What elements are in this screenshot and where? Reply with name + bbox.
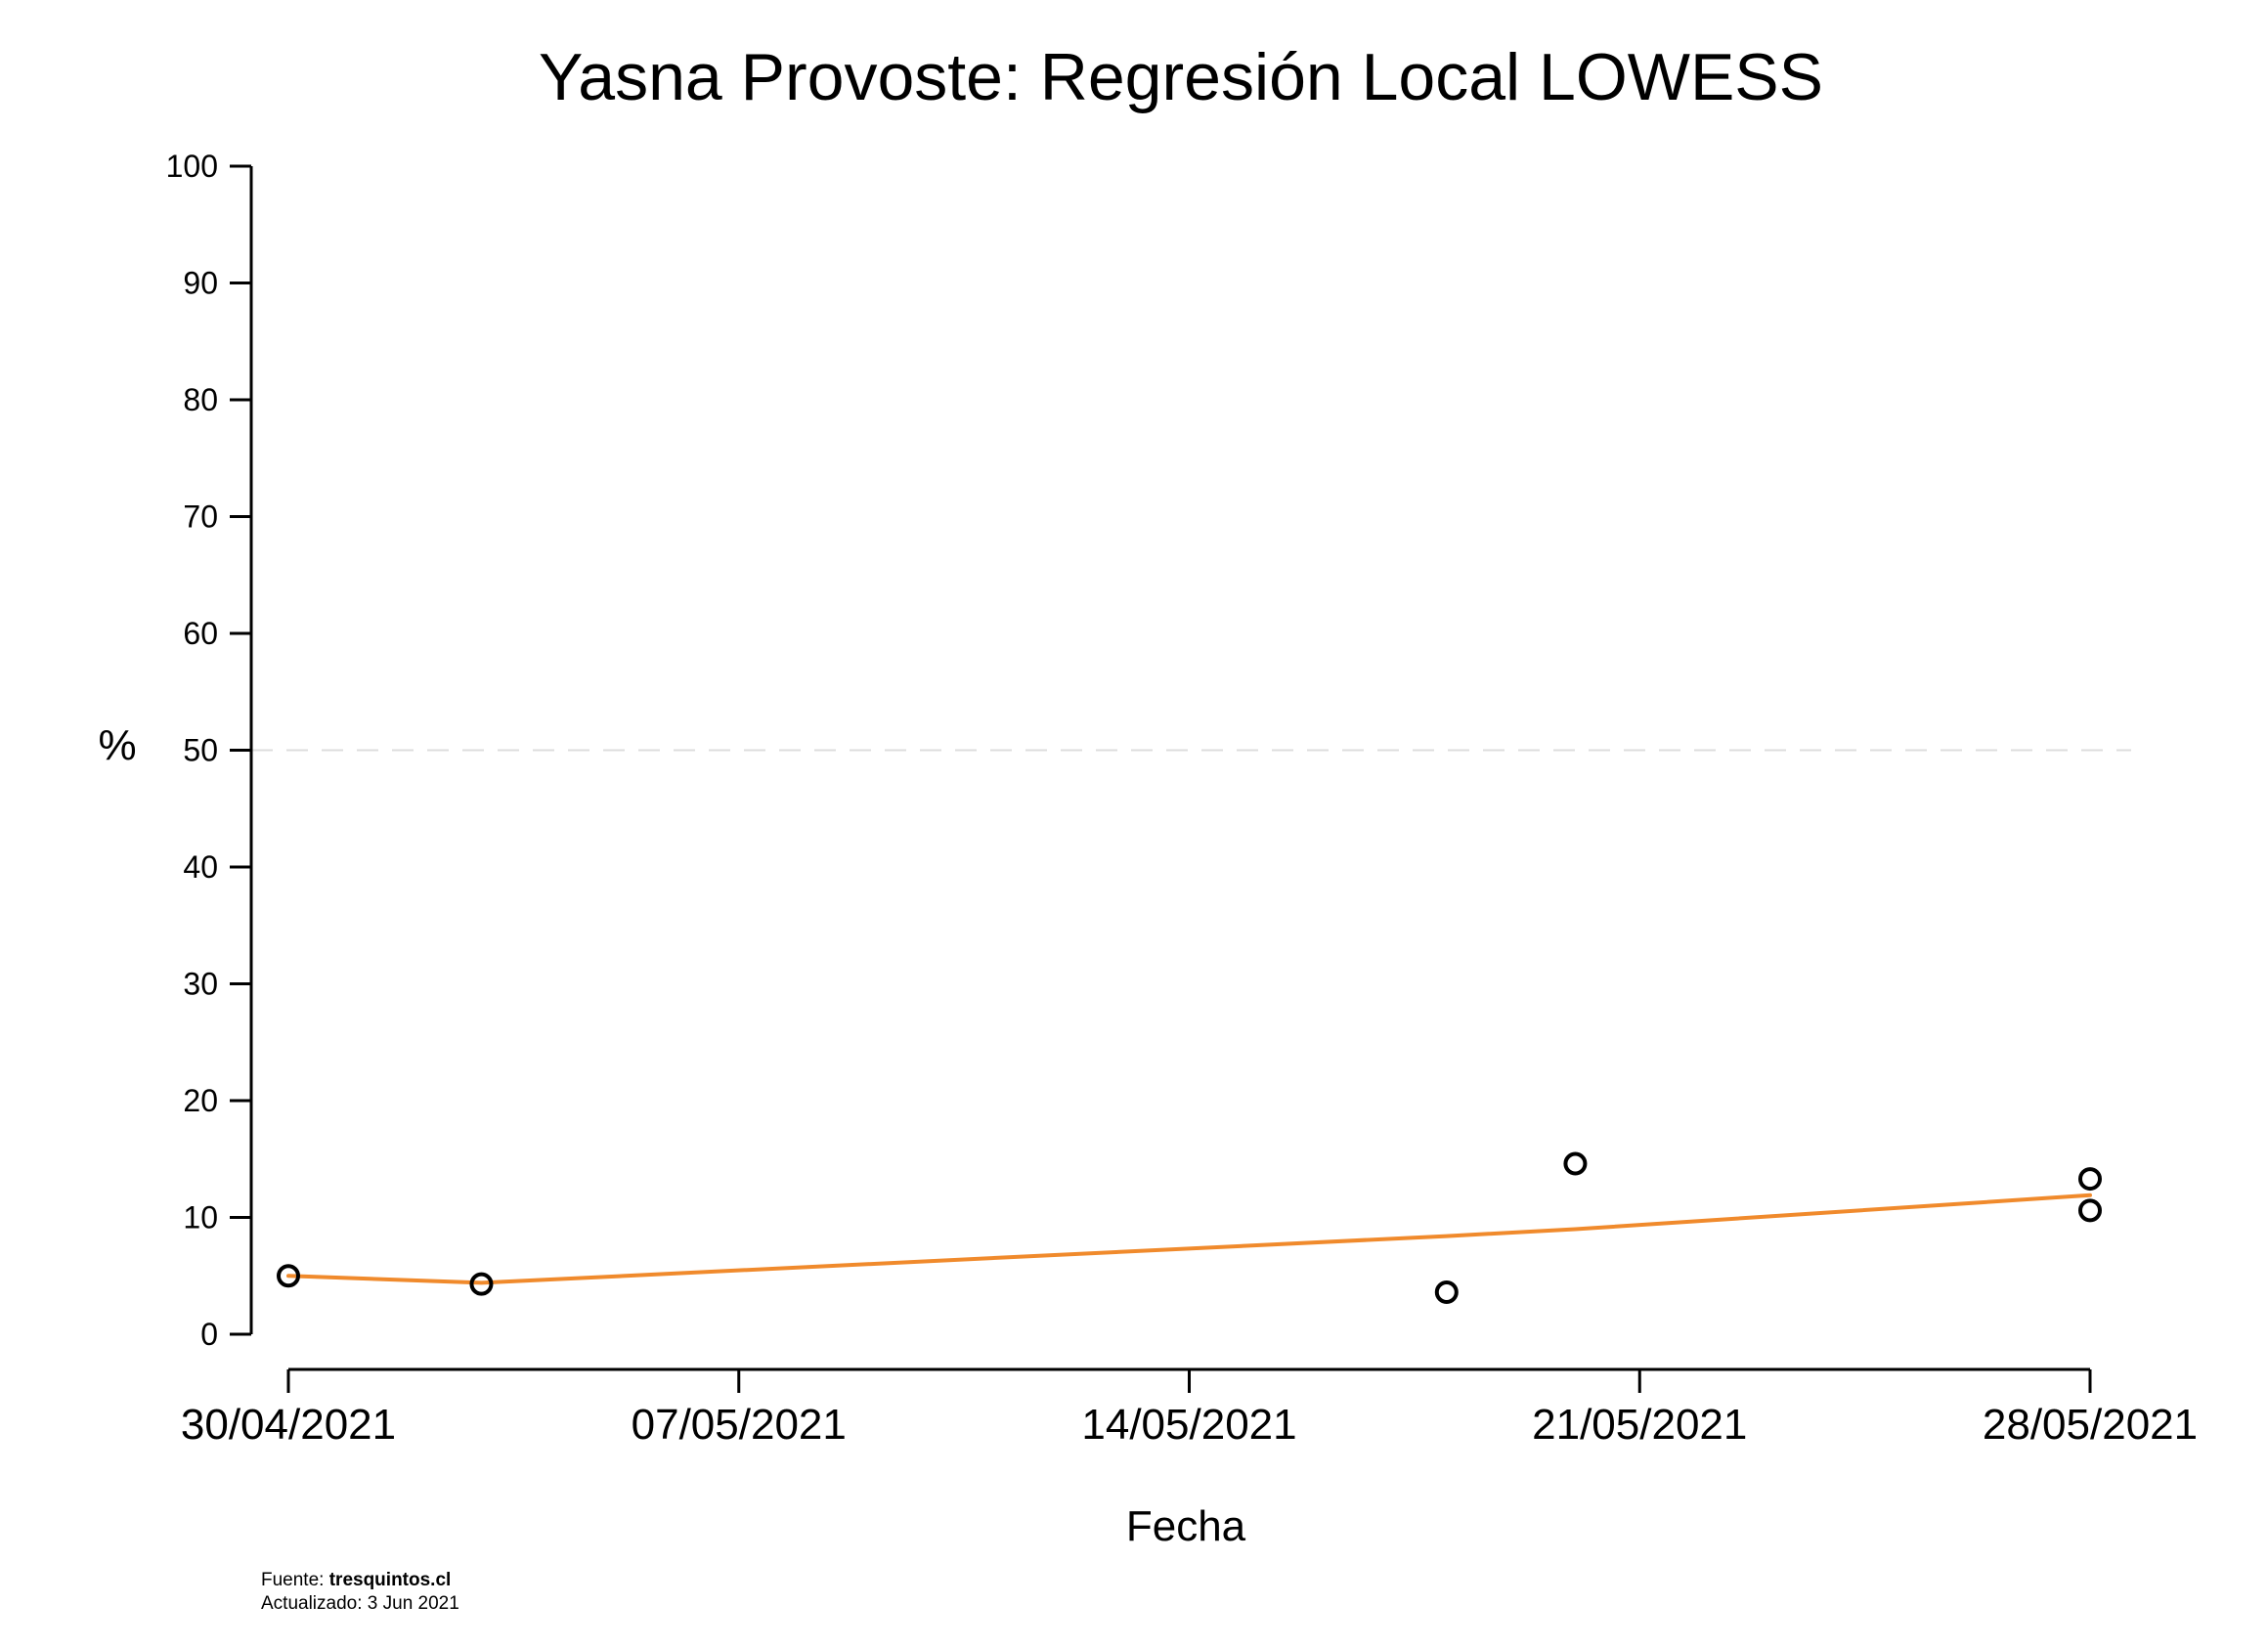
updated-line: Actualizado: 3 Jun 2021	[261, 1593, 459, 1614]
source-name: tresquintos.cl	[328, 1570, 452, 1590]
y-tick-label: 90	[183, 266, 218, 301]
footer: Fuente: tresquintos.cl Actualizado: 3 Ju…	[261, 1569, 459, 1616]
lowess-curve-group	[286, 1193, 2092, 1285]
x-axis-label: Fecha	[1126, 1502, 1246, 1550]
data-points-group	[277, 1151, 2102, 1304]
x-tick-label: 07/05/2021	[632, 1401, 847, 1449]
data-point	[1563, 1151, 1588, 1176]
x-tick-label: 21/05/2021	[1532, 1401, 1747, 1449]
y-axis: 0 10 20 30 40 50 60 70 80 90 100	[166, 149, 253, 1352]
data-point	[2078, 1167, 2102, 1192]
y-tick-label: 70	[183, 499, 218, 535]
chart-title: Yasna Provoste: Regresión Local LOWESS	[539, 40, 1823, 114]
x-axis: 30/04/2021 07/05/2021 14/05/2021 21/05/2021…	[181, 1367, 2198, 1449]
data-point	[469, 1272, 494, 1296]
x-tick-label: 28/05/2021	[1983, 1401, 2198, 1449]
data-point	[1434, 1279, 1459, 1304]
y-tick-label: 60	[183, 616, 218, 651]
x-tick-label: 14/05/2021	[1081, 1401, 1296, 1449]
data-point	[277, 1264, 300, 1288]
y-tick-label: 0	[200, 1317, 218, 1352]
source-line: Fuente: tresquintos.cl	[261, 1569, 459, 1592]
y-tick-label: 80	[183, 382, 218, 417]
lowess-line	[286, 1193, 2092, 1285]
y-tick-label: 30	[183, 967, 218, 1002]
source-prefix: Fuente:	[261, 1570, 329, 1590]
x-tick-label: 30/04/2021	[181, 1401, 396, 1449]
y-tick-label: 20	[183, 1083, 218, 1118]
y-tick-label: 100	[166, 149, 218, 184]
y-axis-label: %	[98, 721, 136, 769]
y-tick-label: 50	[183, 733, 218, 768]
y-tick-label: 40	[183, 849, 218, 885]
data-point	[2078, 1198, 2102, 1223]
y-tick-label: 10	[183, 1200, 218, 1236]
